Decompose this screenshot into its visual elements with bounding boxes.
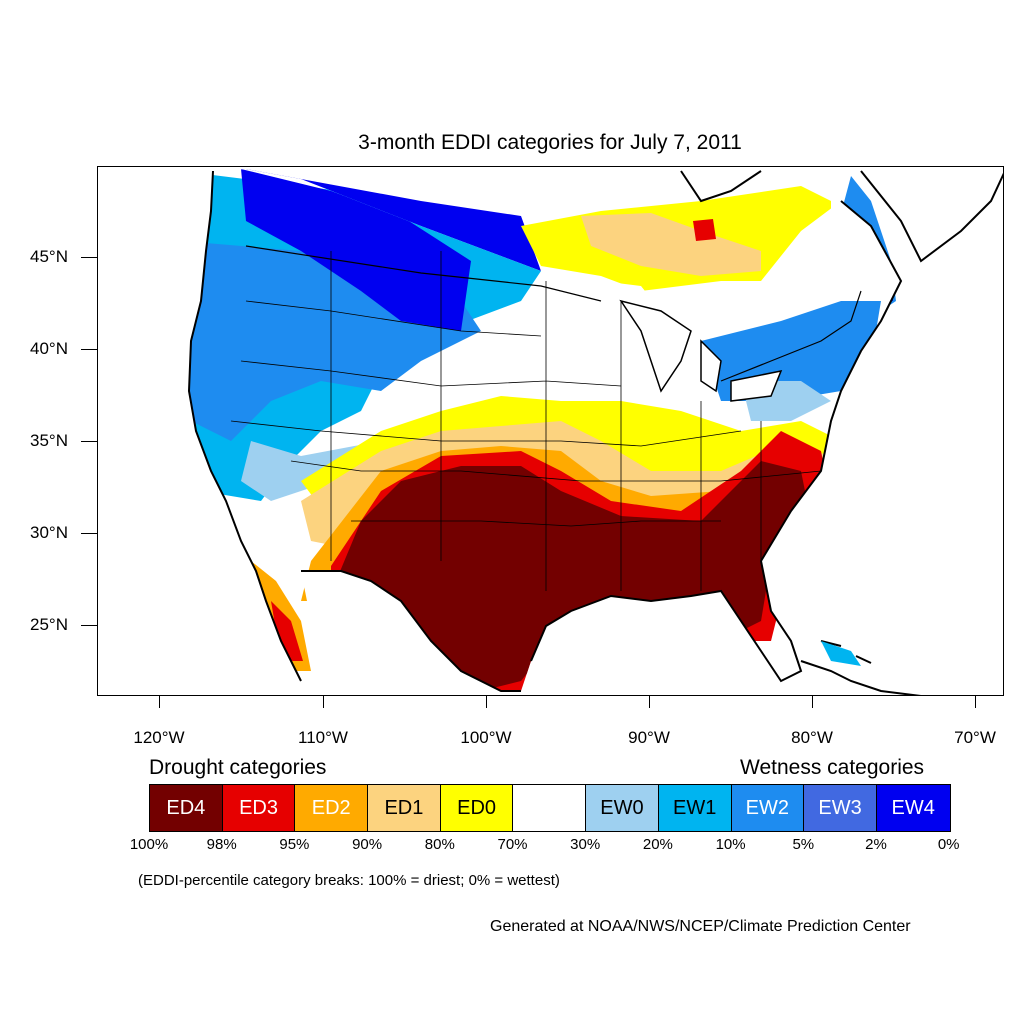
legend-swatch-ed2: ED2 [295, 785, 369, 831]
legend-break-label: 2% [865, 836, 887, 853]
legend-colorbar: ED4 ED3 ED2 ED1 ED0 EW0 EW1 EW2 EW3 EW4 [149, 784, 951, 832]
chart-title: 3-month EDDI categories for July 7, 2011 [358, 131, 742, 154]
bahamas-wet [821, 641, 861, 666]
lon-label: 120°W [133, 728, 185, 747]
legend-swatch-ew4: EW4 [876, 785, 950, 831]
coastline [187, 170, 903, 692]
lon-label: 80°W [791, 728, 833, 747]
canada-ed3-spot [693, 219, 716, 241]
map-panel [97, 166, 1004, 696]
legend-swatch-neutral [513, 785, 587, 831]
legend-swatch-ed3: ED3 [222, 785, 296, 831]
legend-swatch-ew0: EW0 [586, 785, 659, 831]
lon-tick [159, 696, 160, 708]
lat-tick [81, 257, 97, 258]
legend-break-label: 95% [279, 836, 310, 853]
legend-break-label: 10% [715, 836, 746, 853]
legend-break-label: 100% [129, 836, 169, 853]
lon-label: 100°W [460, 728, 512, 747]
lon-tick [812, 696, 813, 708]
credit-line: Generated at NOAA/NWS/NCEP/Climate Predi… [490, 918, 911, 935]
lon-label: 70°W [954, 728, 996, 747]
lat-tick [81, 441, 97, 442]
lat-tick [81, 349, 97, 350]
great-lakes [619, 299, 783, 402]
lon-label: 90°W [628, 728, 670, 747]
baja-ed3 [271, 601, 303, 661]
cuba-bahamas [800, 640, 922, 695]
canada-ed1-region [581, 213, 761, 276]
legend-break-label: 5% [792, 836, 815, 853]
northeast-land-ew2 [701, 301, 881, 401]
lon-label: 110°W [298, 728, 348, 747]
west-ew4 [241, 169, 471, 331]
lat-tick [81, 625, 97, 626]
category-note: (EDDI-percentile category breaks: 100% =… [138, 872, 560, 889]
legend-swatch-ed0: ED0 [440, 785, 514, 831]
legend-swatch-ew3: EW3 [804, 785, 877, 831]
us-canada-border [245, 245, 862, 382]
legend-break-label: 98% [206, 836, 237, 853]
lat-label: 40°N [30, 339, 68, 358]
lon-tick [649, 696, 650, 708]
lat-label: 25°N [30, 615, 68, 634]
lat-tick [81, 533, 97, 534]
legend-break-label: 70% [497, 836, 528, 853]
lon-tick [975, 696, 976, 708]
legend-break-label: 90% [352, 836, 383, 853]
legend-break-label: 30% [570, 836, 601, 853]
eddi-map [187, 169, 1003, 695]
lon-tick [486, 696, 487, 708]
legend-break-label: 20% [642, 836, 673, 853]
state-lines [230, 251, 822, 591]
legend-swatch-ed1: ED1 [368, 785, 441, 831]
legend-break-label: 0% [937, 836, 960, 853]
lat-label: 45°N [30, 247, 68, 266]
canada-coast [680, 170, 1003, 263]
south-ed4 [336, 461, 811, 691]
wetness-heading: Wetness categories [740, 756, 925, 779]
drought-heading: Drought categories [149, 756, 327, 779]
legend-swatch-ed4: ED4 [150, 785, 223, 831]
legend-break-label: 80% [424, 836, 455, 853]
legend-swatch-ew1: EW1 [658, 785, 732, 831]
lon-tick [323, 696, 324, 708]
lat-label: 30°N [30, 523, 68, 542]
lat-label: 35°N [30, 431, 68, 450]
legend-swatch-ew2: EW2 [731, 785, 805, 831]
